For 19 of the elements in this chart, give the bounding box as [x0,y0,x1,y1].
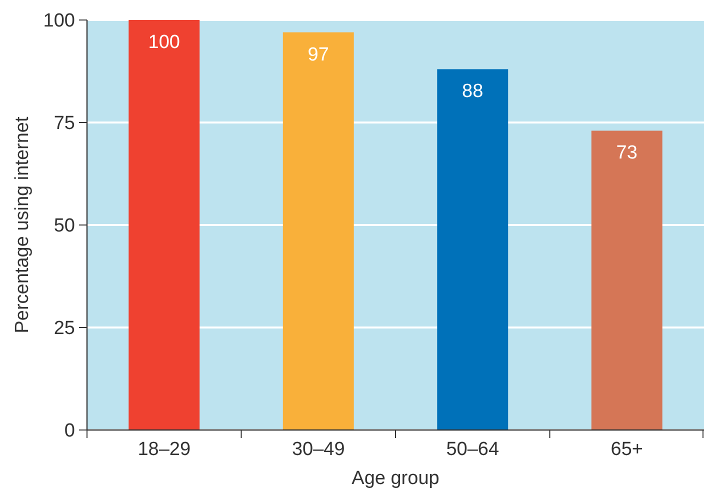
y-tick-label: 0 [64,420,75,442]
y-tick-label: 100 [43,10,75,32]
data-label: 88 [462,81,484,102]
x-tick-label: 18–29 [138,439,191,460]
bar [591,130,662,430]
y-tick-label: 50 [54,216,75,237]
data-label: 73 [616,142,638,164]
data-label: 100 [148,32,180,53]
bar [437,69,508,430]
x-tick-label: 65+ [610,439,643,460]
bar [282,32,354,430]
y-tick-label: 25 [54,318,75,340]
x-tick-label: 50–64 [446,439,500,460]
x-tick-label: 30–49 [292,439,345,460]
x-axis-title: Age group [352,468,440,489]
bar [128,20,200,430]
y-axis-title: Percentage using internet [12,116,33,334]
y-tick-label: 75 [54,113,75,134]
data-label: 97 [308,44,329,66]
